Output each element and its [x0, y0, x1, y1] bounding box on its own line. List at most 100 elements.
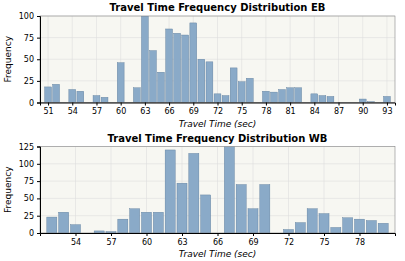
tick-mark	[48, 103, 49, 106]
tick: 57	[92, 103, 102, 117]
tick-label: 63	[177, 238, 187, 247]
tick-mark	[145, 103, 146, 106]
tick-label: 60	[116, 107, 126, 116]
tick-mark	[37, 198, 40, 199]
tick: 75	[319, 233, 329, 247]
bar	[238, 82, 245, 103]
grid-line	[386, 16, 387, 103]
tick-mark	[37, 147, 40, 148]
grid	[40, 16, 395, 103]
bar	[343, 218, 353, 233]
bar	[47, 217, 57, 233]
tick-mark	[218, 233, 219, 236]
tick-mark	[339, 103, 340, 106]
tick-mark	[37, 38, 40, 39]
tick-mark	[253, 233, 254, 236]
tick: 87	[334, 103, 344, 117]
y-axis: 0255075100	[19, 12, 41, 108]
tick-label: 100	[19, 12, 34, 21]
bar	[201, 195, 211, 233]
bar	[117, 63, 124, 103]
tick-label: 75	[24, 34, 34, 43]
tick: 72	[213, 103, 223, 117]
bar	[384, 96, 391, 102]
grid-line	[217, 147, 218, 234]
tick: 81	[286, 103, 296, 117]
bar	[271, 92, 278, 102]
bar	[69, 90, 76, 103]
tick-label: 0	[29, 99, 34, 108]
x-axis: 545760636669727578	[41, 233, 396, 247]
tick-label: 63	[140, 107, 150, 116]
bar	[158, 72, 165, 102]
bar	[165, 150, 175, 233]
tick: 0	[29, 229, 40, 238]
tick-label: 54	[71, 238, 81, 247]
tick-mark	[314, 103, 315, 106]
bar	[246, 78, 253, 102]
bar	[141, 16, 148, 103]
bar	[190, 23, 197, 103]
tick-label: 57	[106, 238, 116, 247]
tick-label: 125	[19, 143, 34, 152]
tick-mark	[289, 233, 290, 236]
tick-mark	[37, 103, 40, 104]
bars	[45, 16, 391, 103]
tick: 54	[68, 103, 78, 117]
bar	[206, 62, 213, 103]
tick-label: 81	[286, 107, 296, 116]
bar	[59, 212, 69, 233]
title: Travel Time Frequency Distribution EB	[110, 2, 326, 13]
bar	[130, 209, 140, 233]
bar	[94, 231, 104, 233]
tick-label: 75	[319, 238, 329, 247]
bar	[70, 225, 80, 233]
bar	[53, 84, 60, 102]
tick: 63	[177, 233, 187, 247]
grid-line	[338, 16, 339, 103]
tick: 78	[355, 233, 365, 247]
tick: 72	[284, 233, 294, 247]
plot-frame	[40, 147, 395, 234]
x-axis-title: Travel Time (sec)	[179, 119, 257, 129]
tick: 50	[24, 194, 40, 203]
tick-mark	[324, 233, 325, 236]
y-axis-title: Frequency	[3, 166, 13, 213]
bar	[177, 183, 187, 233]
bar	[93, 96, 100, 103]
bar	[118, 219, 128, 233]
tick-mark	[193, 103, 194, 106]
bar	[214, 94, 221, 103]
tick-mark	[37, 16, 40, 17]
plot-frame	[40, 16, 395, 103]
bar	[311, 94, 318, 103]
tick: 100	[19, 160, 40, 169]
tick-label: 57	[92, 107, 102, 116]
tick-label: 93	[382, 107, 392, 116]
tick-label: 66	[213, 238, 223, 247]
grid-line	[96, 16, 97, 103]
grid-line	[265, 16, 266, 103]
tick-mark	[37, 81, 40, 82]
bar	[260, 185, 270, 233]
bar	[378, 223, 388, 233]
tick-label: 78	[261, 107, 271, 116]
tick-label: 78	[355, 238, 365, 247]
tick-mark	[182, 233, 183, 236]
axis-line	[41, 234, 396, 237]
axis-line	[41, 103, 396, 106]
tick-mark	[387, 103, 388, 106]
axis-line	[37, 147, 41, 234]
tick: 60	[116, 103, 126, 117]
tick-mark	[37, 164, 40, 165]
tick: 54	[71, 233, 81, 247]
bar	[230, 68, 237, 103]
grid-line	[314, 16, 315, 103]
tick: 57	[106, 233, 116, 247]
bar	[222, 96, 229, 103]
bar	[77, 91, 84, 102]
bar	[331, 227, 341, 233]
tick: 90	[358, 103, 368, 117]
tick-label: 60	[142, 238, 152, 247]
tick-label: 50	[24, 55, 34, 64]
